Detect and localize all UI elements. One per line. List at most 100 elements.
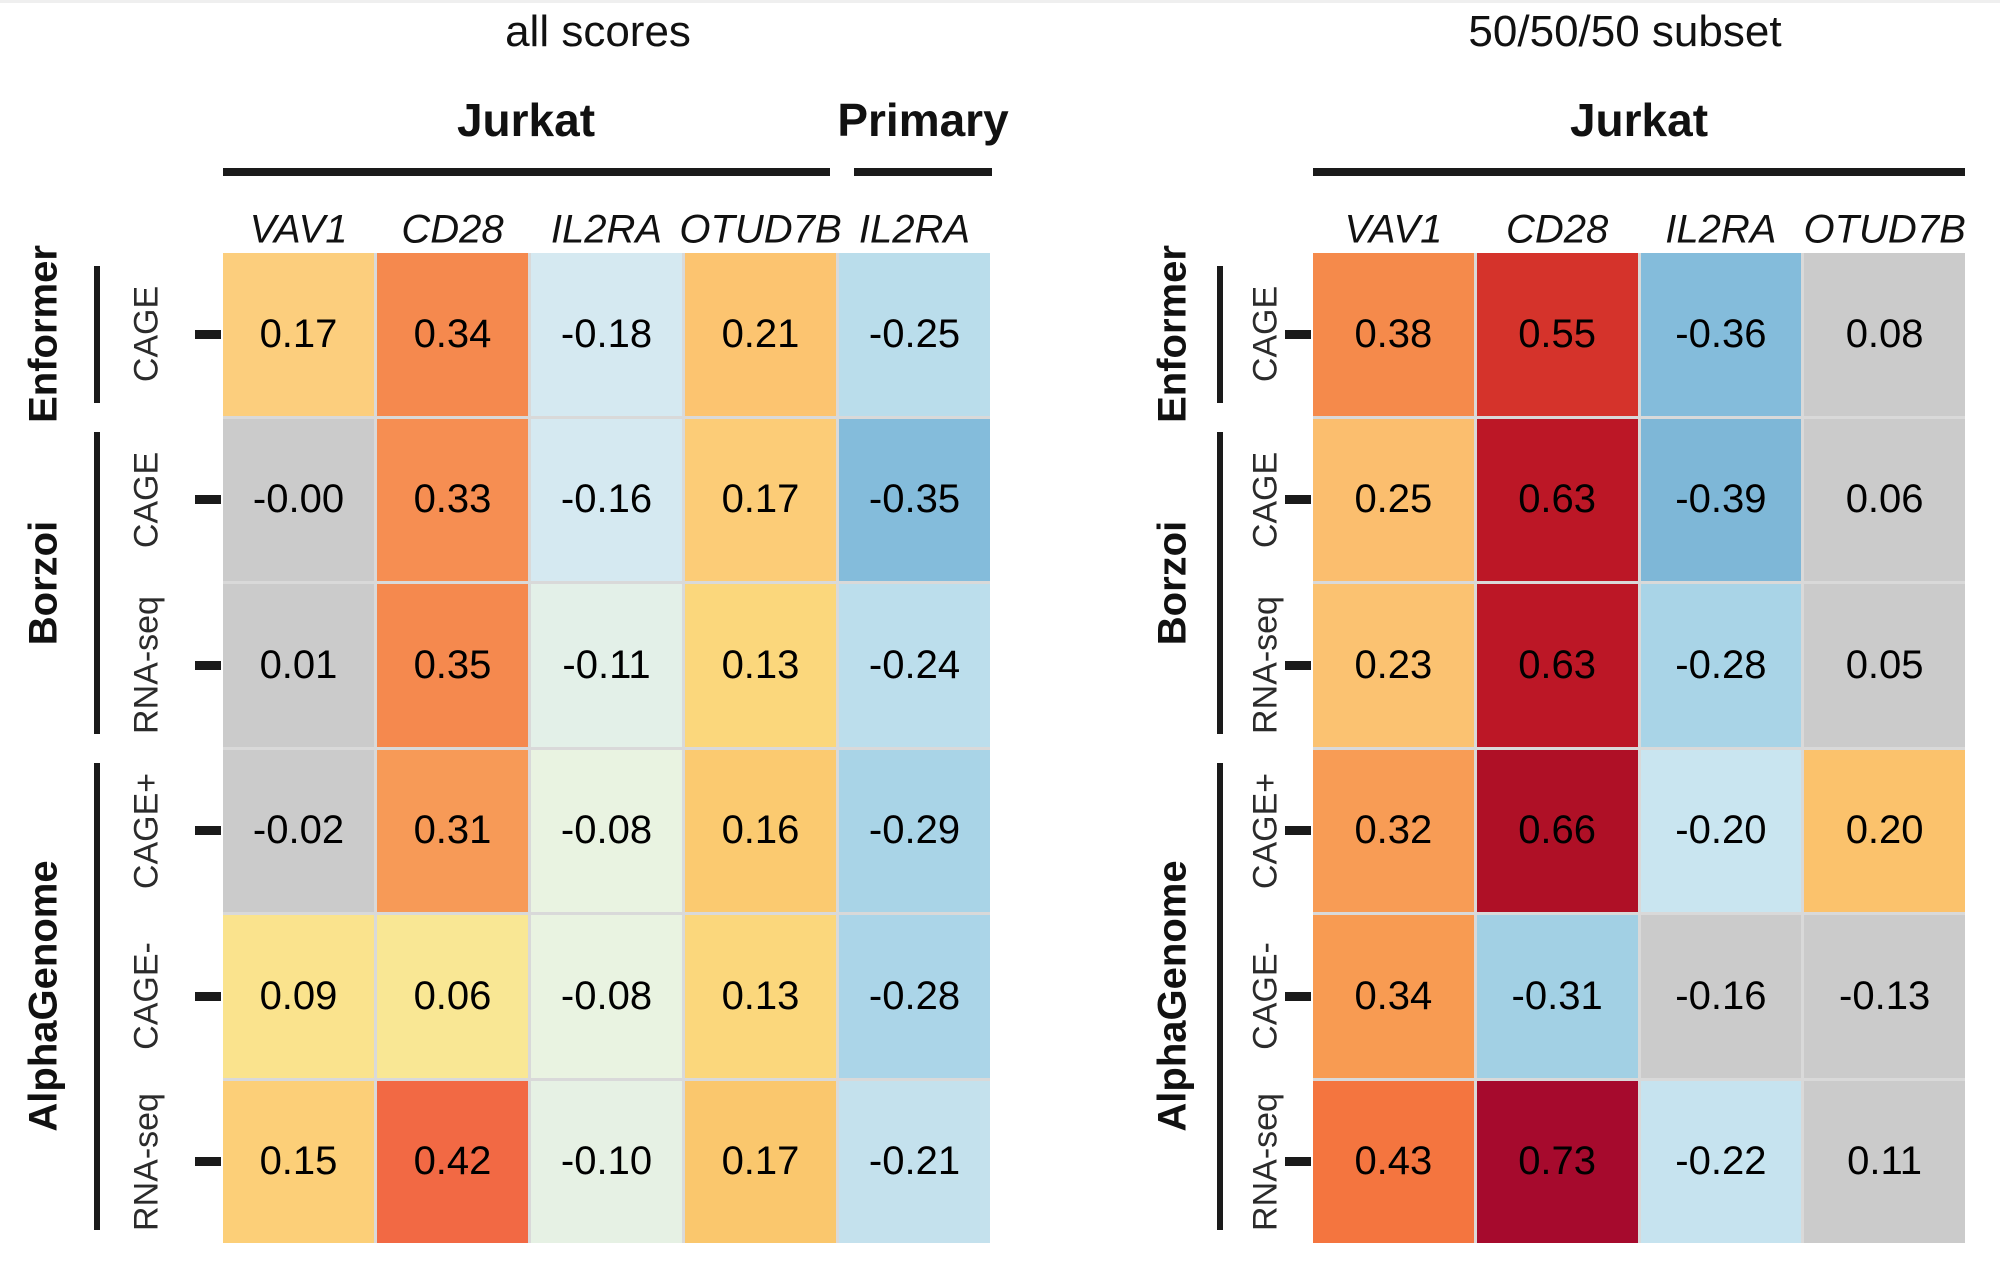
heatmap-cell: 0.35 xyxy=(377,584,528,747)
row-tick-0 xyxy=(1285,329,1311,339)
model-group-label-borzoi: Borzoi xyxy=(1150,520,1195,645)
heatmap-cell: -0.35 xyxy=(839,418,990,581)
gene-column-label-otud7b-3: OTUD7B xyxy=(679,207,842,252)
heatmap-cell: -0.11 xyxy=(531,584,682,747)
heatmap-cell: -0.20 xyxy=(1640,749,1802,912)
heatmap-cell: 0.43 xyxy=(1313,1080,1474,1243)
model-group-label-enformer: Enformer xyxy=(21,245,66,424)
model-group-label-alphagenome: AlphaGenome xyxy=(21,860,66,1132)
heatmap-cell: -0.08 xyxy=(531,915,682,1078)
heatmap-cell: 0.34 xyxy=(1313,915,1474,1078)
gene-column-label-cd28-1: CD28 xyxy=(1505,207,1609,252)
heatmap-cell: -0.22 xyxy=(1640,1080,1802,1243)
gene-column-label-il2ra-4: IL2RA xyxy=(858,207,971,252)
row-tick-1 xyxy=(1285,495,1311,505)
model-group-bracket-borzoi xyxy=(94,431,100,734)
heatmap-cell: 0.15 xyxy=(223,1080,374,1243)
assay-row-label-5: RNA-seq xyxy=(1246,1092,1285,1231)
assay-row-label-1: CAGE xyxy=(1246,451,1285,548)
heatmap-cell: -0.08 xyxy=(531,749,682,912)
header-underline-jurkat xyxy=(1313,168,1965,176)
heatmap-cell: -0.31 xyxy=(1476,915,1638,1078)
heatmap-cell: 0.13 xyxy=(685,584,836,747)
assay-row-label-2: RNA-seq xyxy=(1246,596,1285,735)
cell-type-header-primary: Primary xyxy=(837,94,1009,146)
gene-column-label-vav1-0: VAV1 xyxy=(249,207,348,252)
heatmap-cell: -0.39 xyxy=(1640,418,1802,581)
heatmap-cell: 0.05 xyxy=(1804,584,1965,747)
model-group-label-enformer: Enformer xyxy=(1150,245,1195,424)
row-tick-0 xyxy=(195,329,221,339)
heatmap-cell: -0.10 xyxy=(531,1080,682,1243)
row-tick-5 xyxy=(195,1157,221,1167)
heatmap-grid xyxy=(223,253,990,1243)
heatmap-cell: 0.11 xyxy=(1804,1080,1965,1243)
row-tick-4 xyxy=(1285,991,1311,1001)
model-group-label-alphagenome: AlphaGenome xyxy=(1150,860,1195,1132)
top-hairline xyxy=(0,0,2000,3)
cell-type-header-jurkat: Jurkat xyxy=(1569,94,1709,146)
row-tick-4 xyxy=(195,991,221,1001)
model-group-bracket-borzoi xyxy=(1217,431,1223,734)
heatmap-cell: 0.09 xyxy=(223,915,374,1078)
assay-row-label-3: CAGE+ xyxy=(1246,772,1285,889)
heatmap-cell: 0.20 xyxy=(1804,749,1965,912)
heatmap-cell: 0.21 xyxy=(685,253,836,416)
header-underline-primary xyxy=(854,168,992,176)
heatmap-cell: 0.08 xyxy=(1804,253,1965,416)
panel-title-subset: 50/50/50 subset xyxy=(1468,7,1782,56)
heatmap-cell: 0.34 xyxy=(377,253,528,416)
heatmap-cell: 0.17 xyxy=(685,418,836,581)
heatmap-cell: -0.28 xyxy=(1640,584,1802,747)
assay-row-label-2: RNA-seq xyxy=(127,596,166,735)
heatmap-cell: 0.17 xyxy=(685,1080,836,1243)
heatmap-cell: -0.16 xyxy=(1640,915,1802,1078)
heatmap-cell: 0.32 xyxy=(1313,749,1474,912)
gene-column-label-cd28-1: CD28 xyxy=(401,207,504,252)
heatmap-cell: -0.29 xyxy=(839,749,990,912)
gene-column-label-otud7b-3: OTUD7B xyxy=(1803,207,1966,252)
heatmap-cell: 0.13 xyxy=(685,915,836,1078)
row-tick-1 xyxy=(195,495,221,505)
row-tick-5 xyxy=(1285,1157,1311,1167)
heatmap-cell: -0.24 xyxy=(839,584,990,747)
heatmap-cell: -0.16 xyxy=(531,418,682,581)
heatmap-cell: -0.36 xyxy=(1640,253,1802,416)
model-group-bracket-alphagenome xyxy=(94,762,100,1230)
heatmap-cell: 0.73 xyxy=(1476,1080,1638,1243)
row-tick-2 xyxy=(195,660,221,670)
assay-row-label-4: CAGE- xyxy=(127,942,166,1051)
heatmap-cell: 0.31 xyxy=(377,749,528,912)
model-group-label-borzoi: Borzoi xyxy=(21,520,66,645)
heatmap-cell: -0.18 xyxy=(531,253,682,416)
heatmap-cell: 0.55 xyxy=(1476,253,1638,416)
cell-type-header-jurkat: Jurkat xyxy=(456,94,596,146)
heatmap-cell: -0.02 xyxy=(223,749,374,912)
heatmap-cell: 0.63 xyxy=(1476,418,1638,581)
heatmap-cell: 0.33 xyxy=(377,418,528,581)
assay-row-label-3: CAGE+ xyxy=(127,772,166,889)
row-tick-2 xyxy=(1285,660,1311,670)
assay-row-label-0: CAGE xyxy=(127,286,166,383)
heatmap-cell: 0.06 xyxy=(377,915,528,1078)
heatmap-cell: -0.13 xyxy=(1804,915,1965,1078)
assay-row-label-1: CAGE xyxy=(127,451,166,548)
heatmap-cell: 0.06 xyxy=(1804,418,1965,581)
heatmap-cell: 0.38 xyxy=(1313,253,1474,416)
heatmap-grid xyxy=(1313,253,1965,1243)
heatmap-cell: -0.00 xyxy=(223,418,374,581)
gene-column-label-il2ra-2: IL2RA xyxy=(1665,207,1777,252)
heatmap-cell: 0.17 xyxy=(223,253,374,416)
model-group-bracket-enformer xyxy=(1217,266,1223,403)
heatmap-cell: 0.16 xyxy=(685,749,836,912)
heatmap-cell: -0.28 xyxy=(839,915,990,1078)
heatmap-cell: 0.63 xyxy=(1476,584,1638,747)
model-group-bracket-alphagenome xyxy=(1217,762,1223,1230)
assay-row-label-0: CAGE xyxy=(1246,286,1285,383)
heatmap-cell: 0.66 xyxy=(1476,749,1638,912)
row-tick-3 xyxy=(1285,826,1311,836)
heatmap-cell: -0.25 xyxy=(839,253,990,416)
model-group-bracket-enformer xyxy=(94,266,100,403)
gene-column-label-vav1-0: VAV1 xyxy=(1344,207,1443,252)
